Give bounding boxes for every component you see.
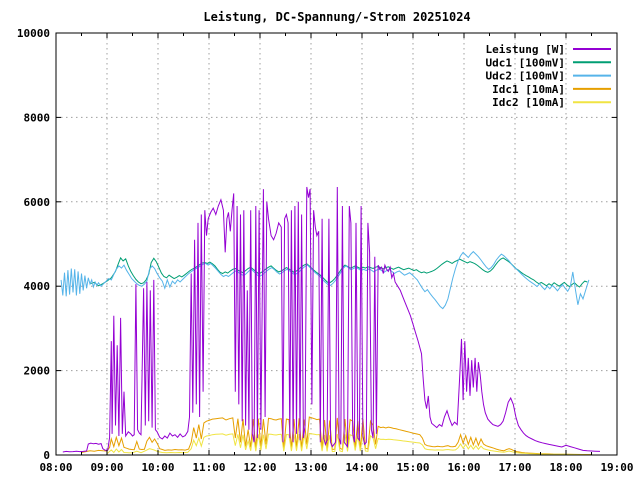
y-tick-label: 8000 — [24, 111, 51, 124]
x-tick-label: 13:00 — [294, 461, 327, 474]
x-tick-label: 10:00 — [141, 461, 174, 474]
series-line-2 — [89, 256, 588, 288]
series-layer — [60, 186, 601, 456]
legend-label: Idc1 [10mA] — [492, 83, 565, 96]
x-tick-label: 12:00 — [243, 461, 276, 474]
series-line-5 — [106, 432, 590, 456]
x-tick-label: 09:00 — [90, 461, 123, 474]
x-tick-label: 16:00 — [447, 461, 480, 474]
y-tick-label: 2000 — [24, 365, 51, 378]
x-tick-label: 18:00 — [549, 461, 582, 474]
y-tick-label: 4000 — [24, 280, 51, 293]
x-tick-label: 08:00 — [39, 461, 72, 474]
x-tick-label: 15:00 — [396, 461, 429, 474]
legend: Leistung [W]Udc1 [100mV]Udc2 [100mV]Idc1… — [486, 43, 611, 109]
legend-label: Udc2 [100mV] — [486, 70, 565, 83]
axis-layer — [55, 32, 618, 456]
legend-label: Leistung [W] — [486, 43, 565, 56]
x-tick-label: 17:00 — [498, 461, 531, 474]
x-tick-label: 11:00 — [192, 461, 225, 474]
x-tick-label: 19:00 — [600, 461, 633, 474]
legend-label: Udc1 [100mV] — [486, 56, 565, 69]
legend-label: Idc2 [10mA] — [492, 96, 565, 109]
y-tick-label: 6000 — [24, 196, 51, 209]
x-tick-label: 14:00 — [345, 461, 378, 474]
chart-title: Leistung, DC-Spannung/-Strom 20251024 — [203, 10, 470, 24]
series-line-1 — [62, 186, 601, 453]
y-tick-label: 10000 — [17, 27, 50, 40]
tick-label-layer: 08:00 09:00 10:00 11:00 12:00 13:00 14:00 15:00… — [17, 27, 634, 474]
series-line-3 — [60, 250, 590, 310]
series-line-4 — [81, 416, 592, 456]
y-tick-label: 0 — [43, 449, 50, 462]
